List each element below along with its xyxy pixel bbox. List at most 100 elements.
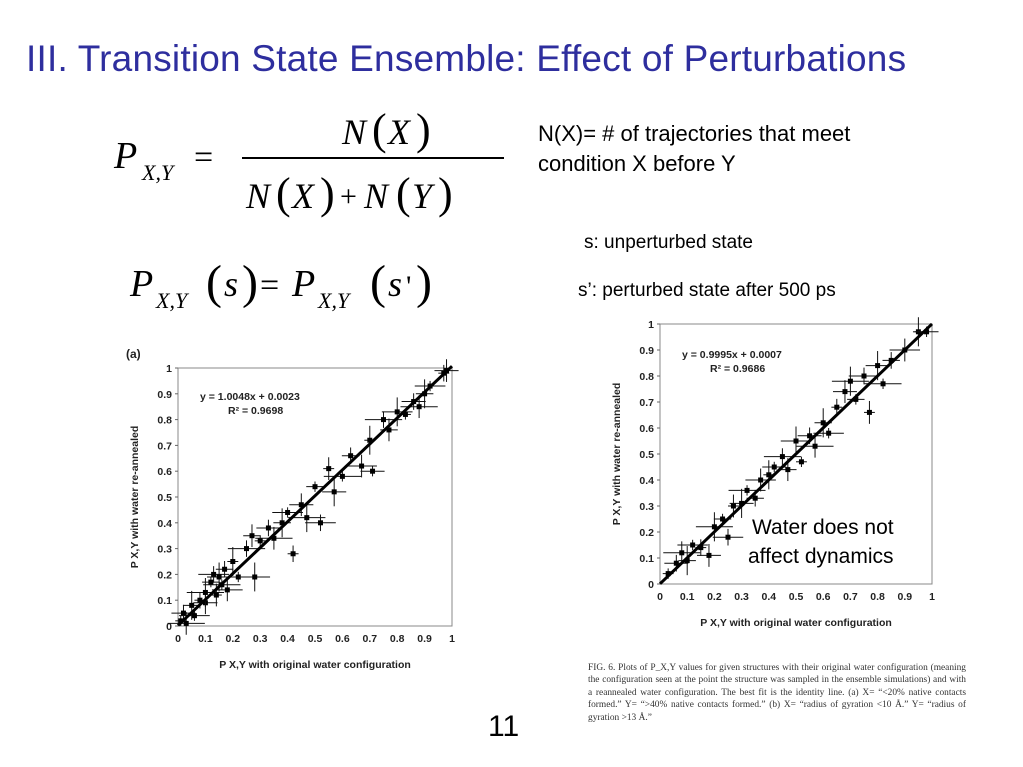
fit-line <box>176 365 454 627</box>
fit-line <box>658 322 934 585</box>
y-tick-label: 0.4 <box>639 475 654 487</box>
data-point <box>771 464 777 470</box>
data-point <box>416 404 422 410</box>
y-tick-label: 1 <box>166 363 172 375</box>
panel-label: (a) <box>126 347 141 361</box>
callout-line2: affect dynamics <box>748 545 894 568</box>
scatter-plot-b: 00 0.1 0.1 0.2 0.2 0.3 0.3 0.4 0.4 0.5 0.5 0.6 0.6 0.… <box>611 317 939 629</box>
data-point <box>211 571 217 577</box>
svg-text:(: ( <box>396 169 411 218</box>
svg-text:P: P <box>129 263 153 305</box>
data-point <box>208 579 214 585</box>
x-tick-label: 0.7 <box>843 591 858 603</box>
svg-text:+: + <box>340 180 357 213</box>
x-tick-label: 0.5 <box>308 633 323 645</box>
svg-text:(: ( <box>276 169 291 218</box>
svg-text:X,Y: X,Y <box>155 288 190 313</box>
svg-text:): ) <box>416 256 432 309</box>
data-point <box>339 473 345 479</box>
data-point <box>230 559 236 564</box>
data-point <box>744 487 750 493</box>
svg-text:(: ( <box>206 256 222 309</box>
scatter-plot-a: 00 0.1 0.1 0.2 0.2 0.3 0.3 0.4 0.4 0.5 0.5 0.6 0.6 0.… <box>126 347 459 671</box>
svg-text:s: s <box>224 264 238 304</box>
x-tick-label: 0.6 <box>816 591 831 603</box>
page-number: 11 <box>488 710 520 743</box>
equation-px-y-equality: P X,Y ( s ) = P X,Y ( s ' ) <box>129 256 432 313</box>
data-point <box>402 411 408 417</box>
data-point <box>758 477 764 483</box>
x-tick-label: 1 <box>449 633 455 645</box>
y-tick-label: 1 <box>648 319 654 331</box>
data-point <box>679 550 685 556</box>
data-point <box>222 566 228 572</box>
data-point <box>853 396 859 402</box>
data-point <box>706 552 712 558</box>
x-tick-label: 0.8 <box>870 591 885 603</box>
y-tick-label: 0.7 <box>157 440 172 452</box>
svg-text:(: ( <box>372 105 387 154</box>
x-tick-label: 0.7 <box>362 633 377 645</box>
data-point <box>812 443 818 449</box>
data-point <box>386 427 392 433</box>
s-prime-definition: s’: perturbed state after 500 ps <box>578 280 836 301</box>
data-point <box>326 466 332 472</box>
svg-text:(: ( <box>370 256 386 309</box>
data-point <box>271 535 277 541</box>
data-point <box>359 463 365 469</box>
data-point <box>725 534 731 540</box>
x-tick-label: 0.3 <box>253 633 268 645</box>
y-tick-label: 0.4 <box>157 518 172 530</box>
svg-text:P: P <box>113 135 137 177</box>
y-tick-label: 0.2 <box>157 569 172 581</box>
y-tick-label: 0.5 <box>639 449 654 461</box>
x-tick-label: 1 <box>929 591 935 603</box>
data-point <box>861 373 867 379</box>
data-point <box>779 454 785 460</box>
y-tick-label: 0.5 <box>157 492 172 504</box>
svg-text:=: = <box>260 267 279 304</box>
slide-title: III. Transition State Ensemble: Effect o… <box>26 38 907 79</box>
data-point <box>367 437 373 443</box>
svg-text:N: N <box>341 112 368 152</box>
y-axis-label: P X,Y with water re-annealed <box>129 426 141 569</box>
nx-definition-line2: condition X before Y <box>538 151 736 176</box>
data-point <box>665 571 671 577</box>
svg-text:N: N <box>363 176 390 216</box>
r-squared: R² = 0.9686 <box>710 363 765 375</box>
y-tick-label: 0.3 <box>639 501 654 513</box>
y-tick-label: 0.9 <box>157 389 172 401</box>
x-tick-label: 0 <box>175 633 181 645</box>
nx-definition-line1: N(X)= # of trajectories that meet <box>538 121 851 146</box>
data-point <box>673 560 679 566</box>
data-point <box>317 520 323 526</box>
data-point <box>381 417 386 423</box>
data-point <box>348 453 354 459</box>
data-point <box>842 389 848 395</box>
data-point <box>698 545 704 551</box>
data-point <box>807 433 813 439</box>
data-point <box>312 484 318 490</box>
y-tick-label: 0.7 <box>639 397 654 409</box>
data-point <box>752 495 758 501</box>
x-tick-label: 0.2 <box>225 633 240 645</box>
data-point <box>370 468 376 474</box>
y-tick-label: 0.8 <box>639 371 654 383</box>
y-tick-label: 0.3 <box>157 544 172 556</box>
fit-equation: y = 1.0048x + 0.0023 <box>200 391 300 403</box>
data-point <box>730 503 736 509</box>
svg-text:s: s <box>388 264 402 304</box>
x-axis-label: P X,Y with original water configuration <box>219 659 411 671</box>
data-point <box>711 524 717 530</box>
data-point <box>252 574 258 580</box>
data-point <box>202 589 208 595</box>
data-point <box>866 409 872 415</box>
data-point <box>820 420 826 426</box>
svg-text:X,Y: X,Y <box>141 160 176 185</box>
equation-px-y-definition: P X,Y = N ( X ) N ( X ) + N ( Y ) <box>113 105 504 218</box>
data-point <box>224 587 230 593</box>
fit-equation: y = 0.9995x + 0.0007 <box>682 349 782 361</box>
svg-text:X: X <box>290 176 316 216</box>
data-point <box>394 409 400 415</box>
figure-caption: FIG. 6. Plots of P_X,Y values for given … <box>588 663 966 723</box>
